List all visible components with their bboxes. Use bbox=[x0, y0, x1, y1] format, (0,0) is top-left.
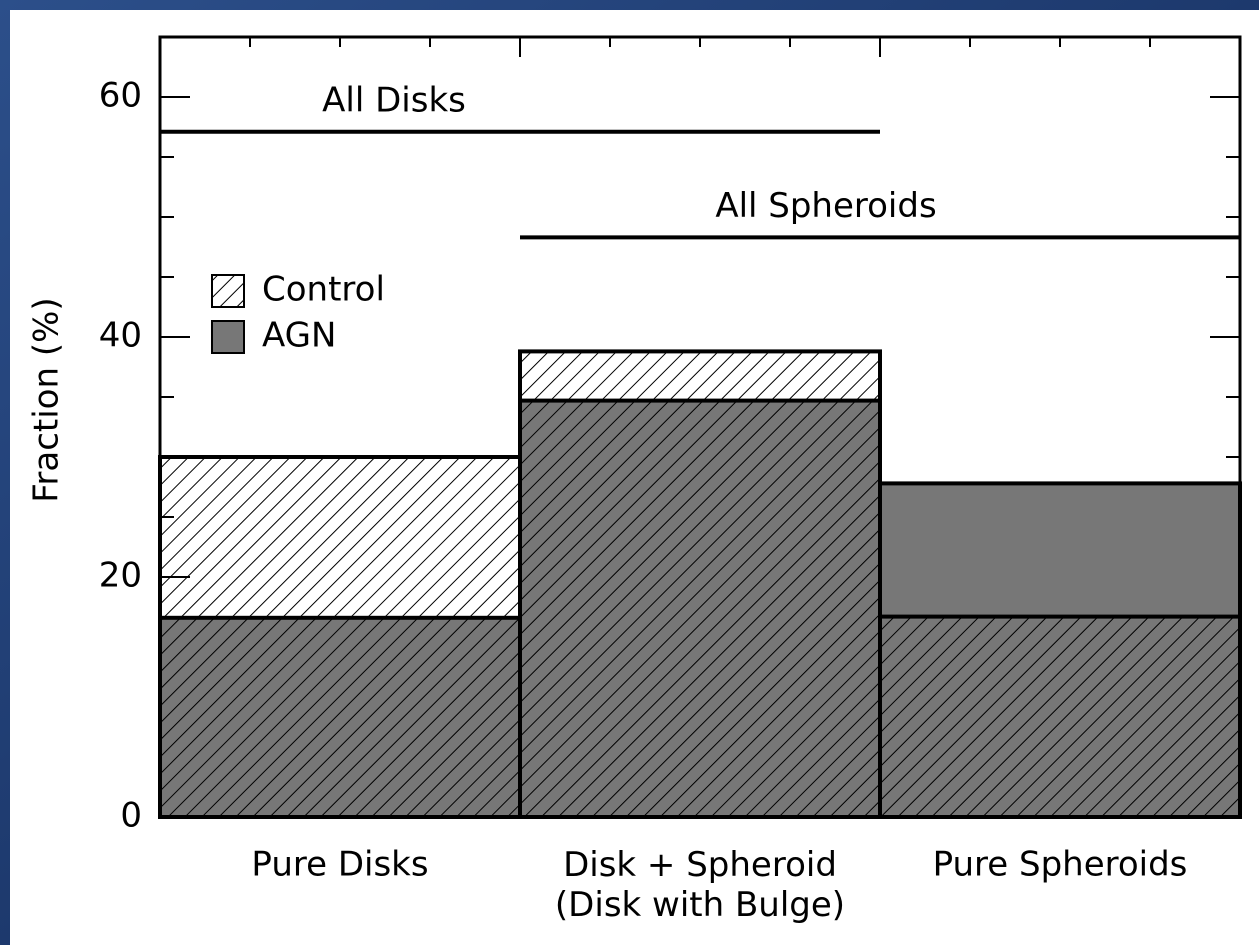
annotation-text: All Disks bbox=[322, 80, 466, 120]
legend-label: Control bbox=[262, 270, 385, 310]
legend-swatch bbox=[211, 274, 245, 308]
bar bbox=[158, 455, 522, 819]
y-tick-label: 0 bbox=[120, 796, 142, 836]
x-tick-label: Disk + Spheroid (Disk with Bulge) bbox=[555, 845, 845, 925]
bar bbox=[878, 614, 1242, 819]
y-tick-label: 60 bbox=[99, 76, 142, 116]
legend-swatch bbox=[211, 320, 245, 354]
y-tick-label: 40 bbox=[99, 316, 142, 356]
x-tick-label: Pure Disks bbox=[251, 845, 428, 885]
y-tick-label: 20 bbox=[99, 556, 142, 596]
x-tick-label: Pure Spheroids bbox=[933, 845, 1188, 885]
annotation-text: All Spheroids bbox=[715, 186, 936, 226]
bar bbox=[518, 349, 882, 819]
plot-frame bbox=[158, 35, 1242, 819]
y-axis-label: Fraction (%) bbox=[27, 297, 67, 502]
legend-label: AGN bbox=[262, 316, 336, 356]
